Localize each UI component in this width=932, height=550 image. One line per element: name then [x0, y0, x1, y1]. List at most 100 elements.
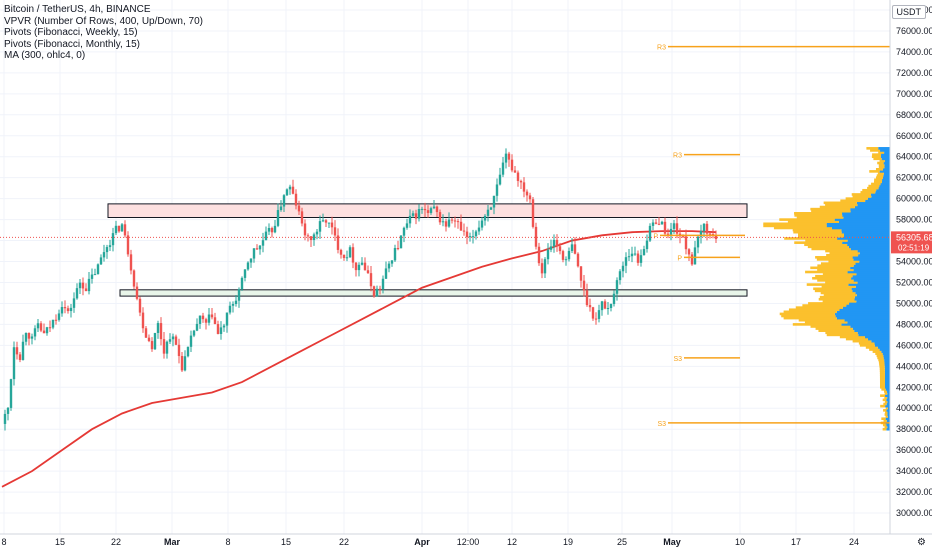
candle-body	[432, 206, 436, 209]
vp-bar-up	[886, 398, 890, 402]
y-tick-label: 40000.00	[896, 403, 932, 413]
candle-body	[411, 213, 415, 216]
time-axis[interactable]: 8 15 22 Mar 8 15 22 Apr 12:00 12 19 25 May 10 17 24	[1, 537, 859, 547]
vp-bar-down	[763, 222, 827, 226]
gear-icon[interactable]: ⚙	[917, 537, 926, 548]
vp-bar-up	[887, 415, 890, 418]
candle-body	[693, 247, 697, 265]
y-tick-label: 50000.00	[896, 298, 932, 308]
vp-bar-up	[867, 197, 890, 200]
vp-bar-up	[851, 276, 890, 280]
legend-ma[interactable]: MA (300, ohlc4, 0)	[4, 50, 86, 61]
vp-bar-down	[884, 390, 888, 393]
vp-bar-down	[815, 327, 853, 330]
candle-body	[609, 304, 613, 309]
candle-body	[294, 193, 298, 206]
vp-bar-up	[837, 237, 890, 240]
candle-body	[537, 246, 541, 264]
moving-average	[1, 230, 717, 488]
x-tick-label: 24	[849, 537, 859, 547]
legend-symbol[interactable]: Bitcoin / TetherUS, 4h, BINANCE	[4, 4, 151, 15]
vp-bar-up	[884, 375, 890, 379]
vp-bar-up	[842, 241, 890, 244]
candle-body	[372, 286, 376, 297]
vp-bar-down	[817, 279, 854, 282]
vp-bar-up	[884, 360, 890, 364]
vp-bar-down	[877, 172, 884, 175]
candle-body	[393, 248, 397, 261]
candle-body	[72, 298, 76, 308]
y-tick-label: 66000.00	[896, 131, 932, 141]
vp-bar-up	[843, 235, 890, 238]
candles	[3, 148, 718, 431]
vp-bar-up	[857, 203, 890, 207]
vp-bar-up	[850, 325, 890, 328]
vp-bar-down	[885, 411, 888, 414]
candle-body	[555, 239, 559, 247]
vp-bar-up	[883, 356, 890, 360]
vp-bar-down	[873, 157, 882, 161]
vp-bar-up	[887, 411, 890, 414]
vp-bar-down	[810, 266, 851, 270]
vp-bar-up	[878, 147, 890, 150]
pivots: R3 R3 P P S3 S3	[653, 45, 890, 428]
vp-bar-up	[880, 149, 890, 152]
currency-label[interactable]: USDT	[891, 5, 926, 19]
x-tick-label: 15	[281, 537, 291, 547]
vp-bar-up	[851, 287, 890, 291]
vp-bar-down	[879, 373, 885, 377]
legend-pivots-weekly[interactable]: Pivots (Fibonacci, Weekly, 15)	[4, 27, 138, 38]
candle-body	[471, 236, 475, 238]
vp-bar-down	[797, 232, 844, 236]
vp-bar-down	[876, 174, 884, 177]
y-tick-label: 36000.00	[896, 445, 932, 455]
vp-bar-up	[884, 367, 890, 370]
y-tick-label: 44000.00	[896, 361, 932, 371]
legend-vpvr[interactable]: VPVR (Number Of Rows, 400, Up/Down, 70)	[4, 15, 203, 27]
vp-bar-up	[884, 373, 890, 377]
candle-body	[195, 323, 199, 331]
vp-bar-up	[853, 279, 890, 282]
candle-body	[336, 235, 340, 250]
vp-bar-up	[834, 218, 890, 221]
candle-body	[456, 221, 460, 223]
candle-body	[579, 266, 583, 281]
candle-body	[459, 221, 463, 231]
vp-bar-up	[874, 341, 890, 345]
candle-body	[501, 162, 505, 175]
vp-bar-up	[884, 163, 890, 167]
candle-body	[264, 231, 268, 241]
vp-bar-up	[884, 383, 890, 387]
vp-bar-up	[887, 390, 890, 393]
vp-bar-down	[878, 151, 885, 154]
price-axis[interactable]: 30000.00 32000.00 34000.00 36000.00 38000.00…	[896, 5, 932, 518]
candle-body	[93, 274, 97, 276]
candle-body	[129, 254, 133, 271]
vp-bar-up	[887, 413, 890, 416]
vp-bar-up	[884, 371, 890, 374]
candle-body	[696, 236, 700, 248]
candle-body	[348, 247, 352, 258]
x-tick-label: 15	[55, 537, 65, 547]
legend-pivots-monthly[interactable]: Pivots (Fibonacci, Monthly, 15)	[4, 38, 140, 50]
candle-body	[288, 186, 292, 190]
vp-bar-down	[871, 182, 881, 186]
candle-body	[495, 184, 499, 196]
vp-bar-up	[854, 329, 890, 332]
vp-bar-up	[841, 230, 890, 234]
candle-body	[183, 356, 187, 371]
x-tick-label: 12	[507, 537, 517, 547]
vp-bar-down	[806, 283, 849, 286]
last-price-value: 56305.68	[896, 232, 932, 242]
x-tick-label: 8	[225, 537, 230, 547]
vp-bar-down	[881, 417, 886, 421]
candle-body	[516, 172, 520, 181]
vp-bar-down	[810, 207, 851, 211]
y-tick-label: 72000.00	[896, 68, 932, 78]
candle-body	[360, 262, 364, 265]
candle-body	[3, 413, 7, 424]
y-tick-label: 60000.00	[896, 194, 932, 204]
candle-body	[300, 211, 304, 224]
